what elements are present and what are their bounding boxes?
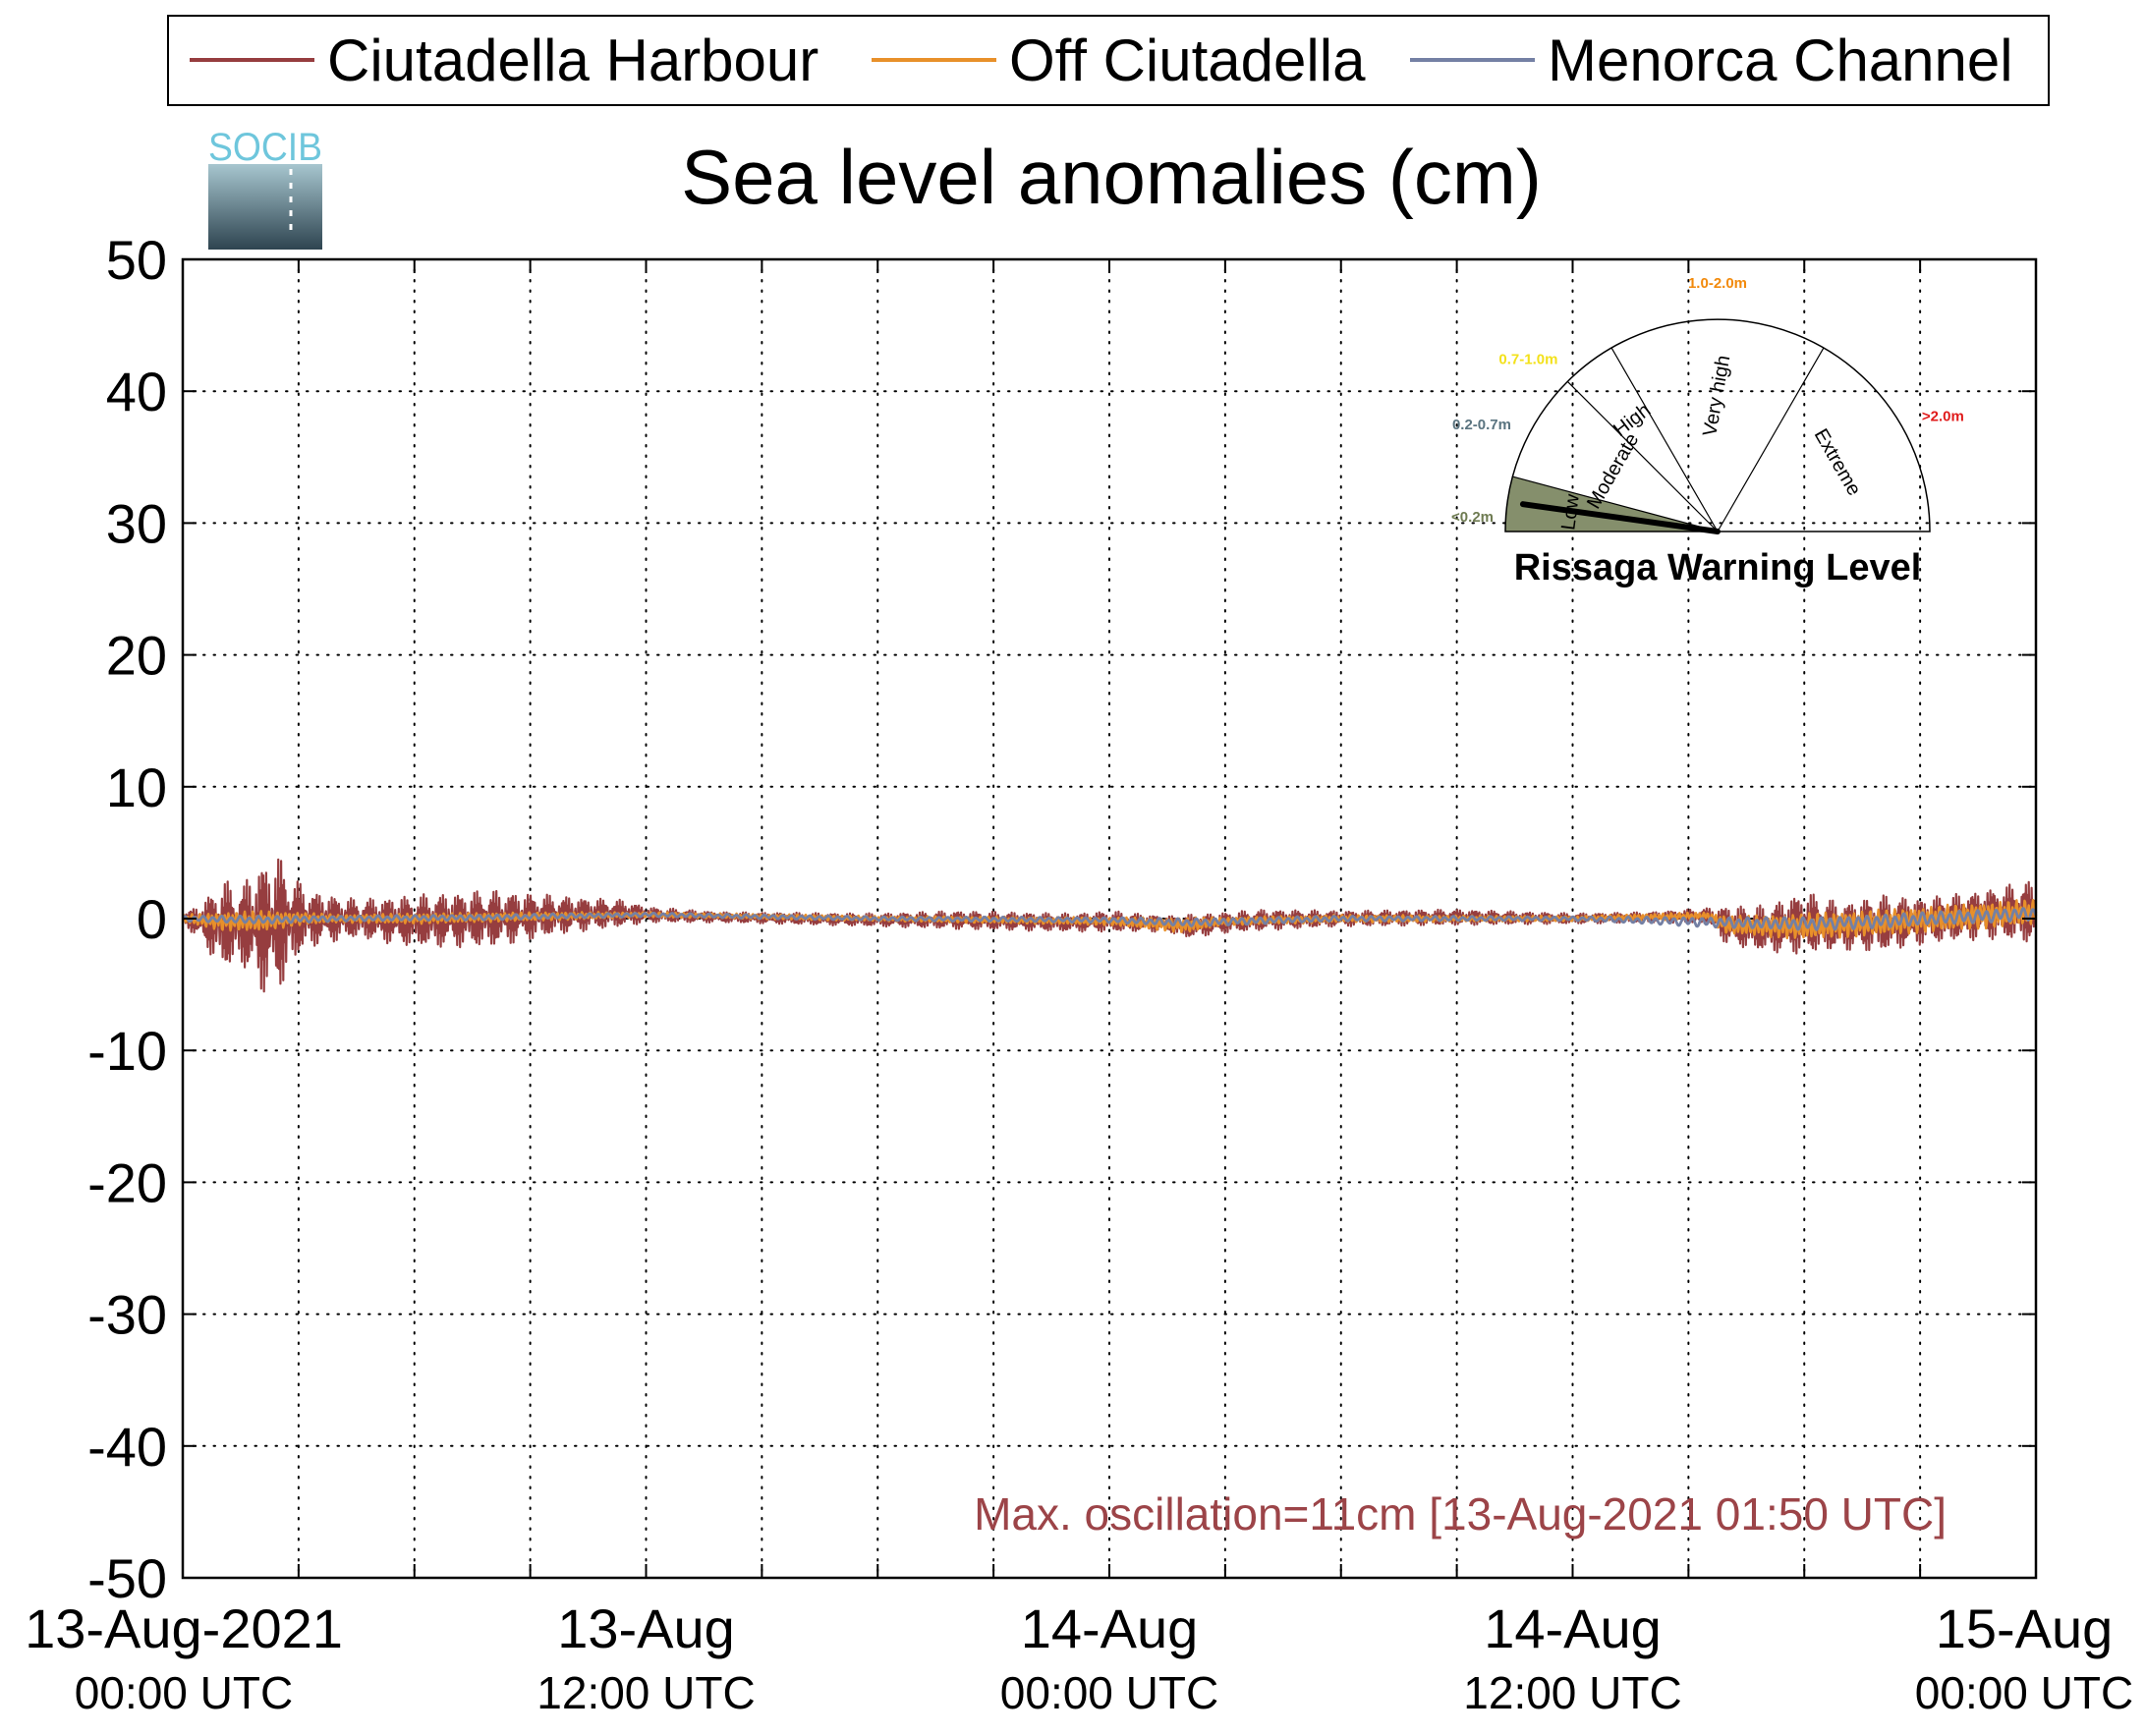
legend-label-offshore: Off Ciutadella bbox=[1009, 28, 1366, 93]
y-tick-label: 20 bbox=[106, 625, 167, 687]
x-tick-label-time: 00:00 UTC bbox=[1000, 1667, 1218, 1718]
y-tick-label: -50 bbox=[87, 1547, 167, 1609]
x-tick-label-date: 13-Aug-2021 bbox=[25, 1597, 343, 1659]
gauge-needle bbox=[1519, 501, 1721, 534]
gauge-range-label: 1.0-2.0m bbox=[1688, 275, 1747, 292]
legend-box bbox=[167, 15, 2050, 106]
y-tick-label: 10 bbox=[106, 756, 167, 818]
gauge-divider bbox=[1717, 347, 1825, 532]
x-tick-label-date: 15-Aug bbox=[1936, 1597, 2114, 1659]
max-oscillation-annotation: Max. oscillation=11cm [13-Aug-2021 01:50… bbox=[974, 1488, 1947, 1540]
series-line-menorca-channel bbox=[181, 907, 2038, 931]
y-tick-label: -40 bbox=[87, 1416, 167, 1478]
series-layer bbox=[181, 858, 2038, 993]
legend-entry-harbour: Ciutadella Harbour bbox=[190, 28, 818, 93]
gauge-range-label: >2.0m bbox=[1922, 408, 1964, 424]
legend-entry-offshore: Off Ciutadella bbox=[872, 28, 1366, 93]
x-tick-label: 14-Aug 12:00 UTC bbox=[1463, 1597, 1681, 1718]
rissaga-warning-gauge: Low<0.2mModerate0.2-0.7mHigh0.7-1.0mVery… bbox=[1451, 275, 1964, 534]
legend-entry-channel: Menorca Channel bbox=[1410, 28, 2013, 93]
x-tick-label-date: 13-Aug bbox=[557, 1597, 735, 1659]
legend-label-harbour: Ciutadella Harbour bbox=[327, 28, 818, 93]
gauge-range-label: <0.2m bbox=[1451, 509, 1494, 526]
y-axis-labels: 50 40 30 20 10 0 -10 -20 -30 -40 -50 bbox=[87, 229, 167, 1609]
gauge-divider bbox=[1566, 380, 1719, 532]
x-tick-label-date: 14-Aug bbox=[1021, 1597, 1199, 1659]
socib-logo: SOCIB bbox=[208, 126, 322, 250]
y-tick-label: 30 bbox=[106, 492, 167, 554]
x-tick-label-time: 12:00 UTC bbox=[1463, 1667, 1681, 1718]
x-tick-label-time: 12:00 UTC bbox=[536, 1667, 755, 1718]
gauge-sector-label: Very high bbox=[1699, 354, 1734, 438]
y-tick-label: -30 bbox=[87, 1284, 167, 1346]
legend-label-channel: Menorca Channel bbox=[1548, 28, 2013, 93]
axis-ticks bbox=[182, 258, 2037, 1579]
y-tick-label: 0 bbox=[137, 888, 167, 950]
gauge-range-label: 0.2-0.7m bbox=[1452, 417, 1511, 433]
x-tick-label: 13-Aug-2021 00:00 UTC bbox=[25, 1597, 343, 1718]
y-tick-label: 40 bbox=[106, 361, 167, 422]
x-tick-label-time: 00:00 UTC bbox=[1915, 1667, 2133, 1718]
x-tick-label-time: 00:00 UTC bbox=[75, 1667, 293, 1718]
y-tick-label: 50 bbox=[106, 229, 167, 291]
gauge-divider bbox=[1512, 476, 1719, 532]
x-tick-label: 14-Aug 00:00 UTC bbox=[1000, 1597, 1218, 1718]
legend: Ciutadella Harbour Off Ciutadella Menorc… bbox=[167, 15, 2050, 106]
x-tick-label: 13-Aug 12:00 UTC bbox=[536, 1597, 755, 1718]
chart-title: Sea level anomalies (cm) bbox=[681, 134, 1542, 220]
gauge-sector-label: Extreme bbox=[1810, 425, 1865, 499]
gauge-range-label: 0.7-1.0m bbox=[1498, 352, 1557, 368]
logo-wordmark: SOCIB bbox=[208, 126, 322, 169]
y-tick-label: -20 bbox=[87, 1151, 167, 1213]
logo-block bbox=[208, 164, 322, 250]
gauge-sector-label: Moderate bbox=[1583, 430, 1643, 513]
gauge-divider bbox=[1610, 347, 1719, 532]
gauge-outline bbox=[1504, 318, 1931, 532]
gauge-title: Rissaga Warning Level bbox=[1514, 547, 1922, 588]
x-tick-label: 15-Aug 00:00 UTC bbox=[1915, 1597, 2133, 1718]
y-tick-label: -10 bbox=[87, 1020, 167, 1082]
x-tick-label-date: 14-Aug bbox=[1484, 1597, 1662, 1659]
